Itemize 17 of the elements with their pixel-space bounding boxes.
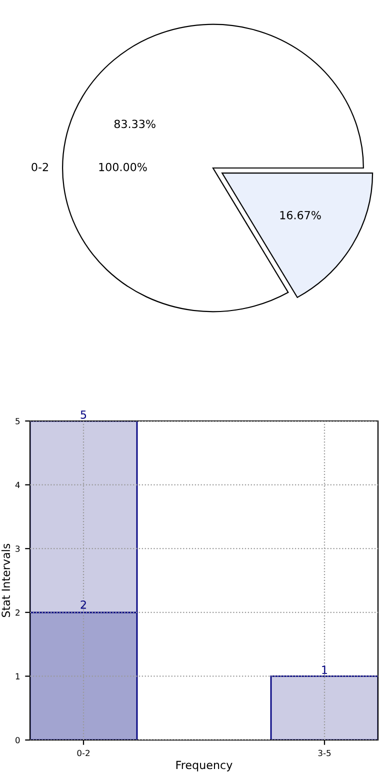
y-tick-label: 1 (16, 673, 20, 680)
total-label: 5 (80, 410, 86, 419)
text: 0-2 (32, 162, 48, 172)
data-label: 2 (80, 600, 86, 609)
y-tick-label: 5 (16, 418, 20, 424)
y-tick-label: 0 (16, 736, 20, 744)
bar (270, 676, 378, 740)
y-tick-label: 4 (15, 482, 20, 488)
y-axis-title: Stat Intervals (1, 544, 10, 617)
total-label: 1 (322, 666, 328, 674)
y-tick-label: 2 (16, 609, 20, 616)
x-tick-label: 3-5 (318, 750, 331, 756)
text: 100.00% (99, 162, 147, 172)
x-axis-title: Frequency (176, 760, 232, 772)
y-tick-label: 3 (16, 546, 20, 552)
data-label: 83.33% (114, 120, 156, 128)
data-label: 16.67% (280, 210, 321, 220)
